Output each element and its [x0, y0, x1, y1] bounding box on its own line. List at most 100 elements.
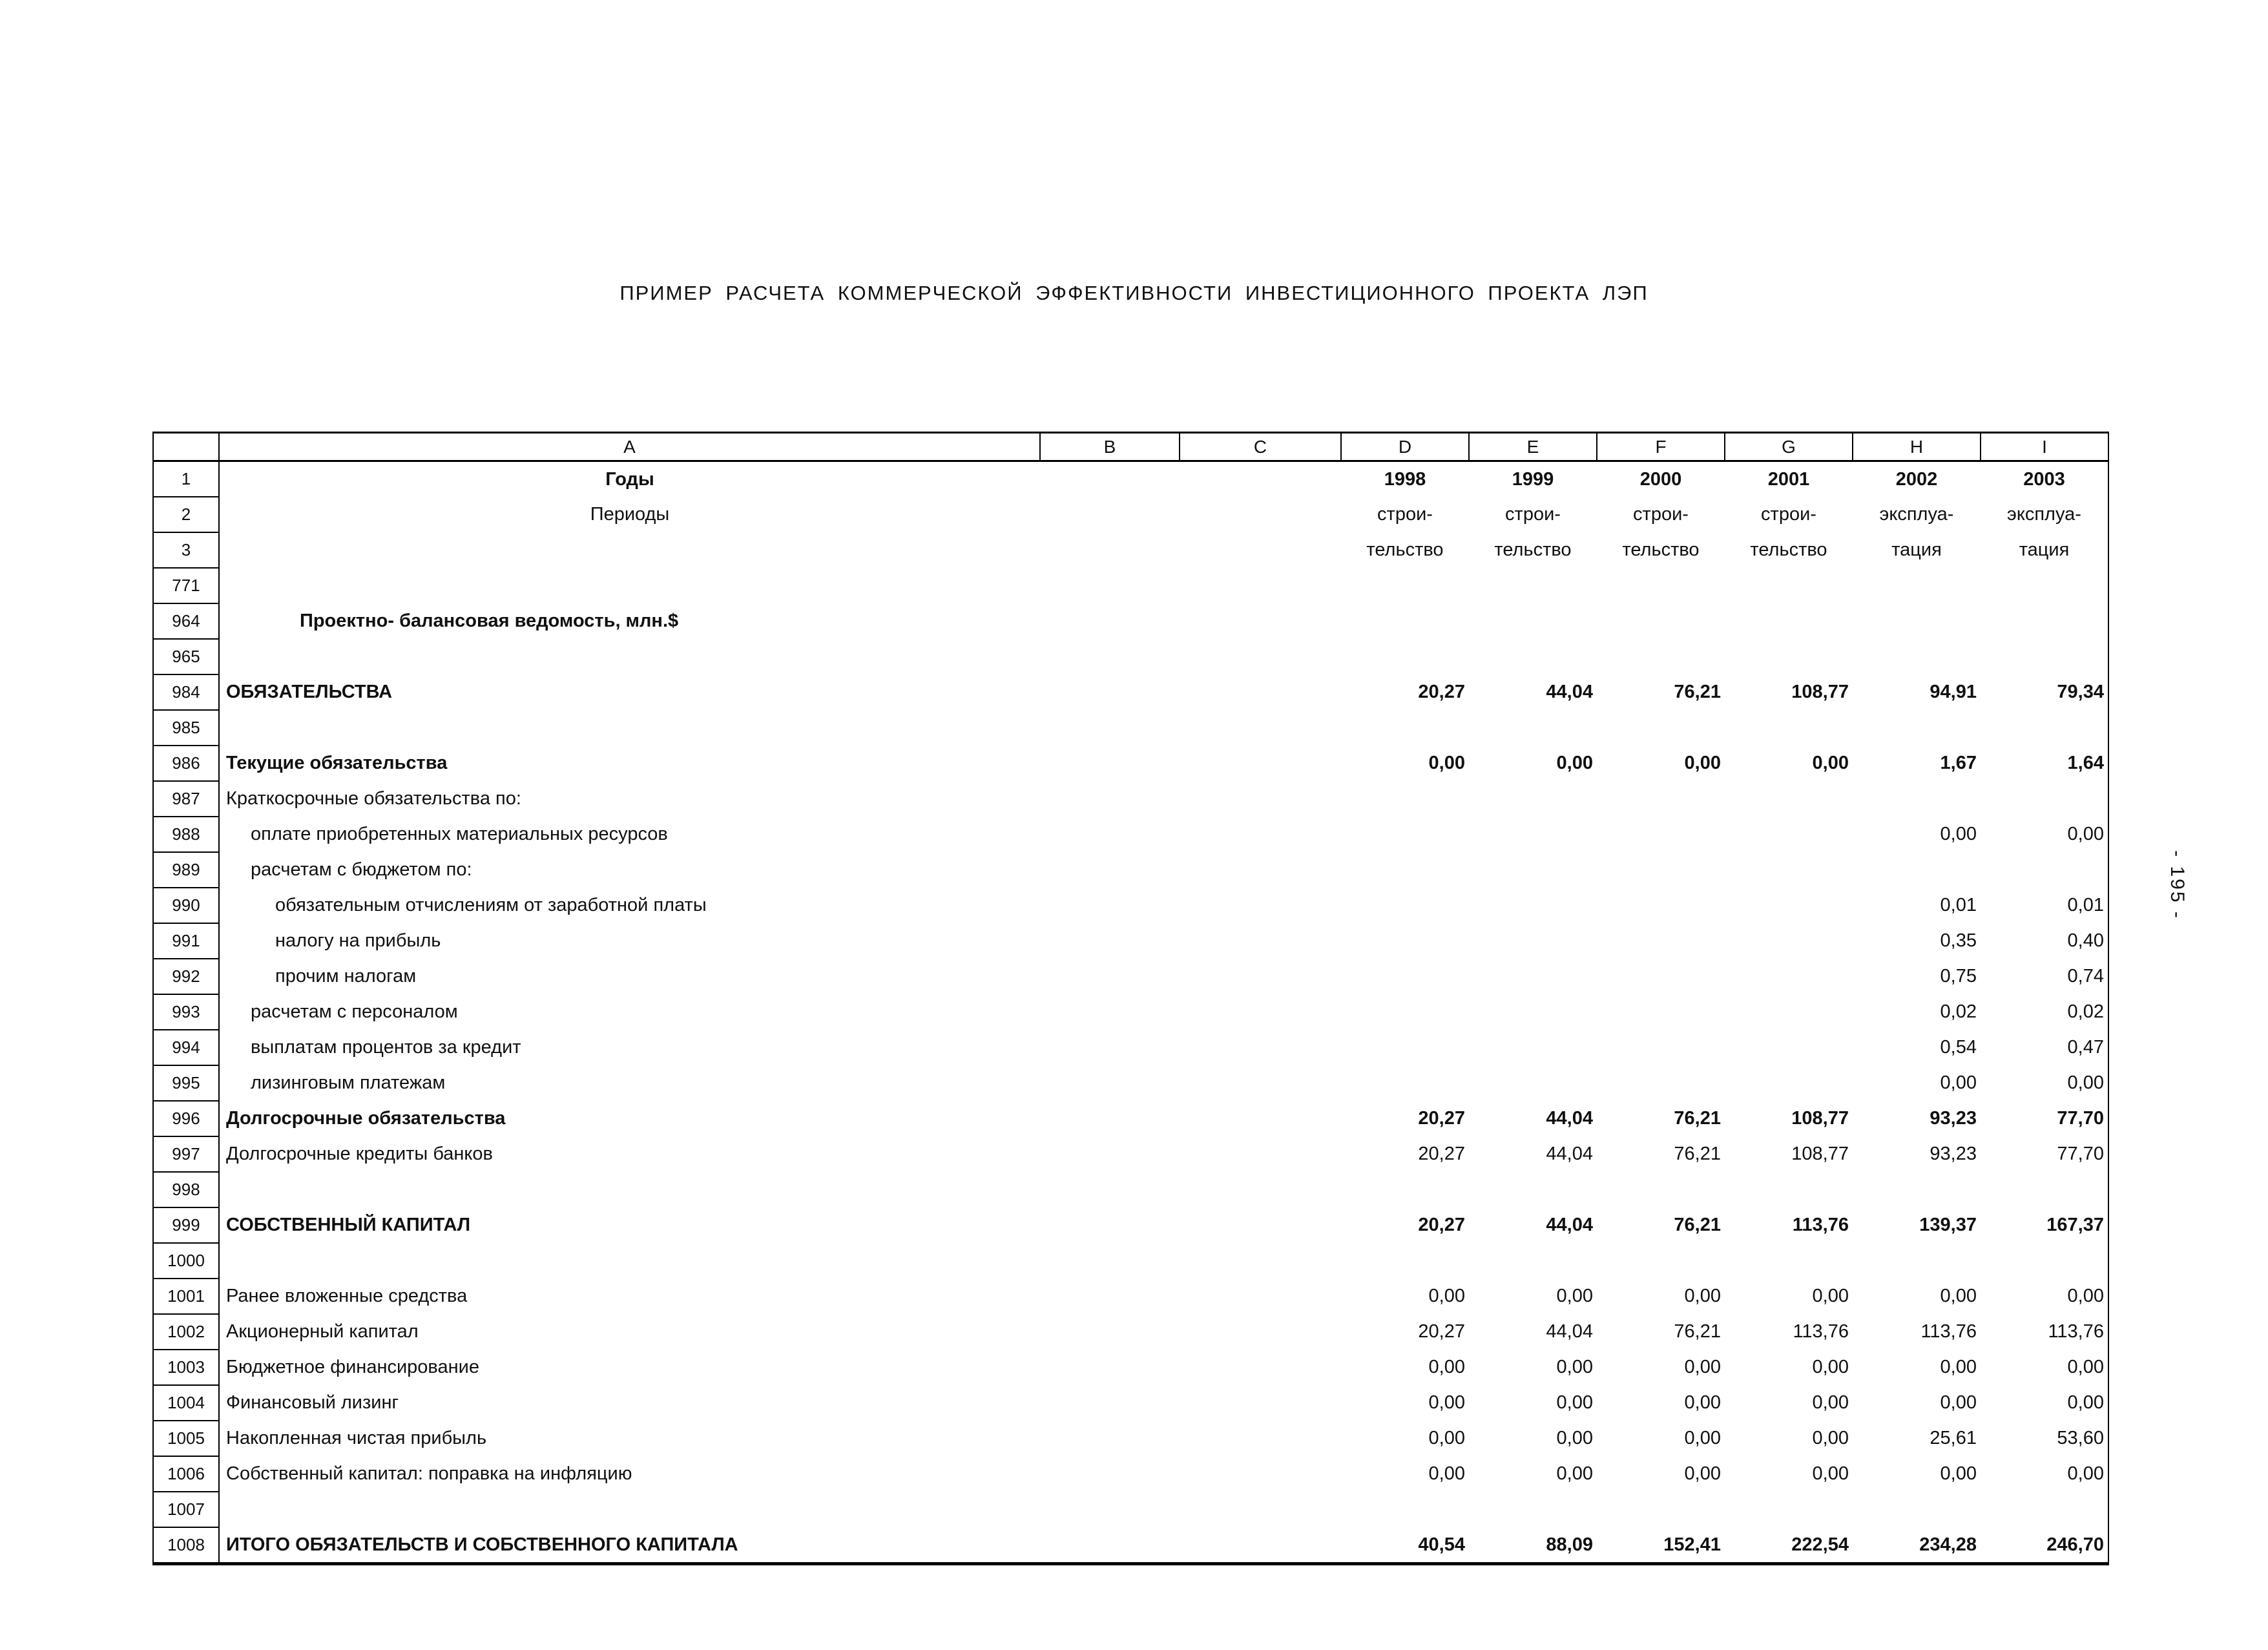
row-number-1007: 1007 [152, 1491, 220, 1528]
row-number-997: 997 [152, 1136, 220, 1173]
row-label-999: СОБСТВЕННЫЙ КАПИТАЛ [218, 1207, 1040, 1243]
row-number-1001: 1001 [152, 1278, 220, 1315]
cell-I992: 0,74 [1981, 959, 2109, 994]
sheet-row-995: 995 лизинговым платежам 0,00 0,00 [152, 1065, 2109, 1102]
cell-E991 [1469, 923, 1597, 959]
row-label-993: расчетам с персоналом [218, 994, 1040, 1030]
cell-D984: 20,27 [1418, 682, 1465, 702]
cell-H998 [1853, 1172, 1981, 1207]
cell-G965 [1725, 639, 1853, 674]
sheet-row-1003: 1003 Бюджетное финансирование 0,00 0,00 0,00… [152, 1349, 2109, 1386]
cell-B1003 [1040, 1350, 1180, 1385]
cell-B1004 [1040, 1385, 1180, 1421]
row-number-987: 987 [152, 780, 220, 817]
cell-H964 [1853, 603, 1981, 639]
sheet-row-988: 988 оплате приобретенных материальных рес… [152, 816, 2109, 853]
sheet-row-1002: 1002 Акционерный капитал 20,27 44,04 76,21 11… [152, 1313, 2109, 1350]
cell-F989 [1597, 852, 1725, 888]
cell-H984: 94,91 [1930, 682, 1977, 702]
column-header-I: I [1980, 432, 2109, 462]
cell-C995 [1180, 1065, 1341, 1101]
cell-D3: тельство [1366, 539, 1444, 560]
row-label-985 [218, 710, 1040, 746]
cell-B965 [1040, 639, 1180, 674]
cell-G989 [1725, 852, 1853, 888]
cell-H1007 [1853, 1492, 1981, 1527]
cell-G994 [1725, 1030, 1853, 1065]
cell-D993 [1341, 994, 1469, 1030]
sheet-body: 1 Годы 1998 1999 2000 2001 2002 2003 2 Периоды стр… [152, 460, 2109, 1565]
cell-F1003: 0,00 [1684, 1357, 1721, 1377]
cell-D1003: 0,00 [1428, 1357, 1465, 1377]
cell-I964 [1981, 603, 2109, 639]
row-label-997: Долгосрочные кредиты банков [218, 1136, 1040, 1172]
sheet-row-997: 997 Долгосрочные кредиты банков 20,27 44,04… [152, 1136, 2109, 1173]
row-number-998: 998 [152, 1171, 220, 1208]
row-number-989: 989 [152, 851, 220, 888]
cell-F3: тельство [1622, 539, 1700, 560]
row-label-1001: Ранее вложенные средства [218, 1279, 1040, 1314]
sheet-row-994: 994 выплатам процентов за кредит 0,54 0,47 [152, 1029, 2109, 1066]
cell-H995: 0,00 [1940, 1072, 1977, 1093]
cell-B999 [1040, 1207, 1180, 1243]
cell-D1008: 40,54 [1341, 1527, 1469, 1565]
cell-I1000 [1981, 1243, 2109, 1279]
cell-H988: 0,00 [1940, 824, 1977, 844]
cell-G984: 108,77 [1791, 682, 1849, 702]
cell-C999 [1180, 1207, 1341, 1243]
cell-D999: 20,27 [1418, 1215, 1465, 1235]
cell-H997: 93,23 [1930, 1144, 1977, 1164]
cell-I1007 [1981, 1492, 2109, 1527]
cell-I998 [1981, 1172, 2109, 1207]
row-label-986: Текущие обязательства [218, 746, 1040, 781]
cell-G998 [1725, 1172, 1853, 1207]
cell-C1003 [1180, 1350, 1341, 1385]
cell-F995 [1597, 1065, 1725, 1101]
cell-H1003: 0,00 [1940, 1357, 1977, 1377]
row-label-1003: Бюджетное финансирование [218, 1350, 1040, 1385]
row-label-992: прочим налогам [218, 959, 1040, 994]
sheet-row-990: 990 обязательным отчислениям от заработно… [152, 887, 2109, 924]
cell-C771 [1180, 568, 1341, 603]
row-label-989: расчетам с бюджетом по: [218, 852, 1040, 888]
sheet-row-999: 999 СОБСТВЕННЫЙ КАПИТАЛ 20,27 44,04 76,21 113… [152, 1207, 2109, 1244]
cell-C3 [1180, 532, 1341, 568]
cell-B1 [1040, 461, 1180, 497]
sheet-row-992: 992 прочим налогам 0,75 0,74 [152, 958, 2109, 995]
cell-I986: 1,64 [1981, 746, 2109, 781]
cell-H994: 0,54 [1940, 1037, 1977, 1058]
cell-B995 [1040, 1065, 1180, 1101]
row-label-964: Проектно- балансовая ведомость, млн.$ [218, 603, 1040, 639]
cell-B771 [1040, 568, 1180, 603]
cell-F997: 76,21 [1674, 1144, 1721, 1164]
cell-F1: 2000 [1639, 468, 1682, 490]
row-number-984: 984 [152, 674, 220, 711]
cell-C1008 [1180, 1527, 1341, 1565]
cell-F1004: 0,00 [1684, 1392, 1721, 1413]
cell-F1007 [1597, 1492, 1725, 1527]
cell-H996: 93,23 [1930, 1108, 1977, 1129]
cell-G999: 113,76 [1792, 1215, 1849, 1235]
cell-C994 [1180, 1030, 1341, 1065]
cell-C1007 [1180, 1492, 1341, 1527]
row-label-1002: Акционерный капитал [218, 1314, 1040, 1350]
cell-H1008: 234,28 [1853, 1527, 1981, 1565]
sheet-row-989: 989 расчетам с бюджетом по: [152, 851, 2109, 888]
cell-C1006 [1180, 1456, 1341, 1492]
cell-G1006: 0,00 [1812, 1463, 1849, 1484]
cell-B987 [1040, 781, 1180, 817]
cell-D994 [1341, 1030, 1469, 1065]
sheet-row-984: 984 ОБЯЗАТЕЛЬСТВА 20,27 44,04 76,21 108,77 94,… [152, 674, 2109, 711]
cell-D1004: 0,00 [1428, 1392, 1465, 1413]
sheet-row-2: 2 Периоды строи-строи-строи-строи-эксплуа-… [152, 496, 2109, 533]
cell-C991 [1180, 923, 1341, 959]
cell-D985 [1341, 710, 1469, 746]
cell-E988 [1469, 817, 1597, 852]
sheet-row-987: 987 Краткосрочные обязательства по: [152, 780, 2109, 817]
row-number-965: 965 [152, 638, 220, 675]
cell-G1005: 0,00 [1812, 1428, 1849, 1448]
cell-B991 [1040, 923, 1180, 959]
row-number-1000: 1000 [152, 1242, 220, 1279]
cell-E984: 44,04 [1546, 682, 1593, 702]
